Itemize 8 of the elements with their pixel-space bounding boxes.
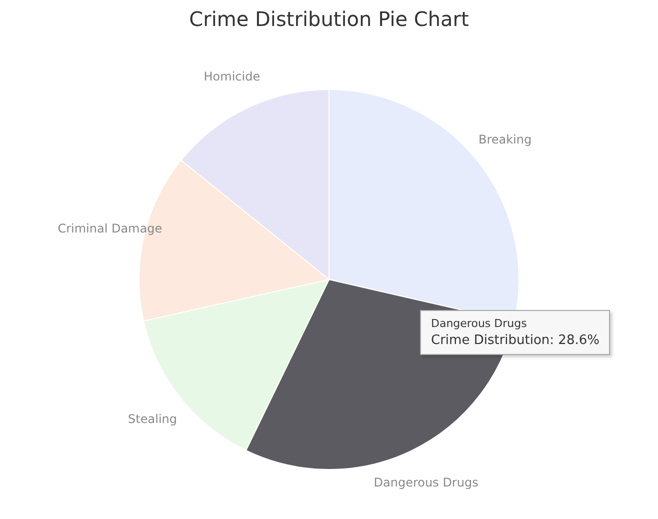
text: Crime Distribution: 28.6% [431, 333, 600, 348]
slice-label: Criminal Damage [58, 221, 162, 236]
slice-label: Homicide [204, 70, 260, 84]
slice-label: Breaking [478, 132, 532, 146]
text: Dangerous Drugs [431, 317, 528, 330]
slice-label: Dangerous Drugs [374, 475, 478, 490]
chart-title: Crime Distribution Pie Chart [189, 7, 470, 31]
slice-label: Stealing [128, 412, 177, 426]
